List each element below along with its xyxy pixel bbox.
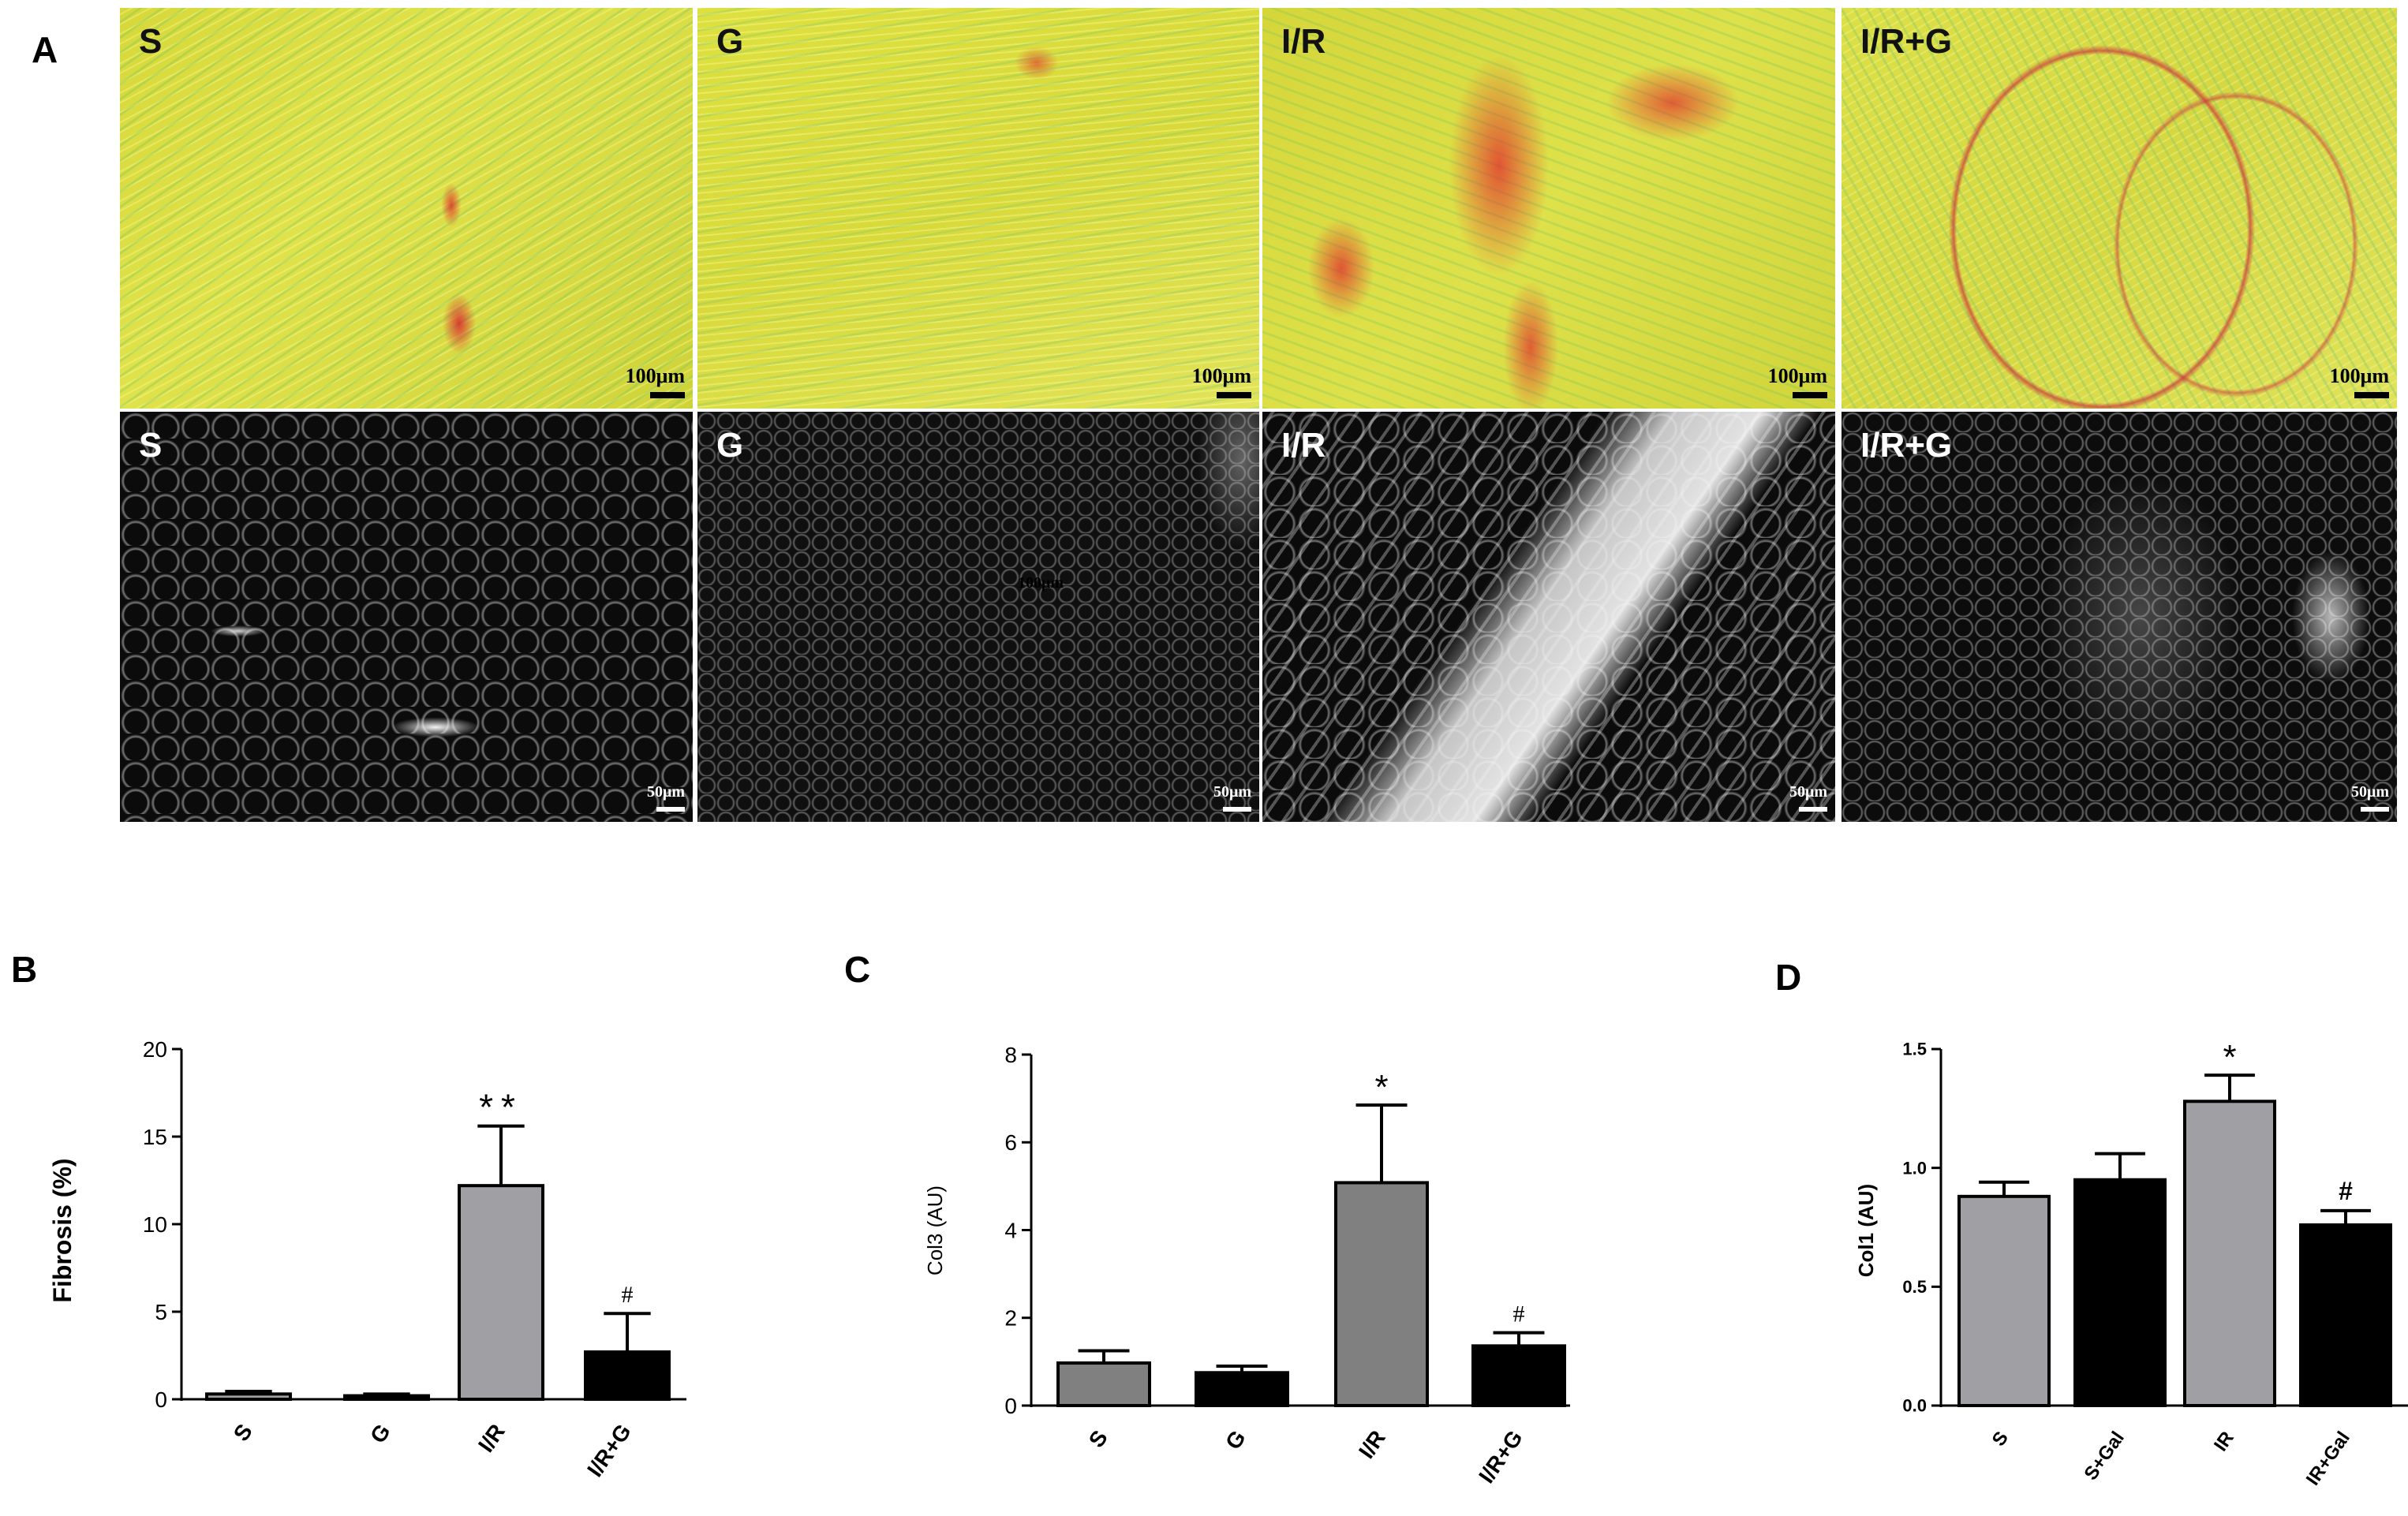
x-tick-label: I/R <box>1354 1426 1390 1463</box>
significance-marker: * <box>1374 1068 1388 1107</box>
scale-bar: 50μm <box>647 783 685 816</box>
micrograph-label: I/R <box>1281 426 1326 465</box>
y-tick-label: 10 <box>143 1212 167 1237</box>
micrograph-bottom-ir: I/R 50μm <box>1262 412 1835 822</box>
x-tick-label: S+Gal <box>2080 1428 2129 1484</box>
y-tick-label: 0.0 <box>1902 1396 1927 1416</box>
scale-bar-text: 50μm <box>647 783 685 801</box>
x-tick-label: IR <box>2210 1428 2238 1455</box>
bar <box>2183 1100 2276 1407</box>
x-tick-label: S <box>1988 1428 2013 1451</box>
scale-bar-text: 100μm <box>1191 364 1251 387</box>
scale-bar-text: 50μm <box>2351 783 2389 801</box>
significance-marker: # <box>2339 1177 2353 1205</box>
scale-bar-line <box>2361 807 2389 812</box>
bar <box>343 1394 430 1402</box>
bar <box>1334 1181 1429 1408</box>
scale-bar-text: 100μm <box>625 364 685 387</box>
micrograph-label: S <box>139 426 163 465</box>
y-tick-label: 15 <box>143 1125 167 1149</box>
significance-marker: ** <box>479 1087 523 1128</box>
x-tick-label: I/R+G <box>582 1420 636 1481</box>
micrograph-label: S <box>139 22 163 61</box>
panel-letter-c: C <box>844 949 871 990</box>
y-tick-label: 0.5 <box>1902 1277 1927 1297</box>
x-tick-label: S <box>229 1420 257 1446</box>
scale-bar-text: 100μm <box>2329 364 2389 387</box>
scale-bar: 100μm <box>1768 364 1827 402</box>
micrograph-top-s: S 100μm <box>120 8 693 409</box>
panel-letter-d: D <box>1775 957 1802 998</box>
significance-marker: # <box>1513 1301 1525 1327</box>
bar <box>1471 1344 1566 1407</box>
scale-bar-line <box>650 392 685 398</box>
y-tick-label: 2 <box>1004 1306 1017 1331</box>
micrograph-label: G <box>716 426 744 465</box>
scale-bar-line <box>1217 392 1251 398</box>
scale-bar-text: 50μm <box>1789 783 1827 801</box>
micrograph-top-g: G 100μm <box>697 8 1259 409</box>
bar <box>1957 1194 2051 1407</box>
significance-marker: # <box>622 1282 634 1308</box>
x-tick-label: IR+Gal <box>2302 1428 2354 1489</box>
micrograph-bottom-g: G 100μm 50μm <box>697 412 1259 822</box>
y-axis-label: Fibrosis (%) <box>48 1158 77 1302</box>
y-tick-label: 20 <box>143 1037 167 1062</box>
y-tick-label: 4 <box>1004 1218 1017 1242</box>
micrograph-label: I/R <box>1281 22 1326 61</box>
scale-bar-text: 50μm <box>1213 783 1251 801</box>
bar <box>458 1184 544 1402</box>
y-axis-label: Col1 (AU) <box>1854 1184 1878 1277</box>
x-tick-label: I/R <box>473 1420 510 1457</box>
y-tick-label: 6 <box>1004 1130 1017 1155</box>
y-tick-label: 8 <box>1004 1043 1017 1067</box>
bar <box>584 1350 671 1402</box>
y-axis-label: Col3 (AU) <box>923 1186 947 1275</box>
scale-bar-line <box>2354 392 2389 398</box>
micrograph-top-ir: I/R 100μm <box>1262 8 1835 409</box>
scale-bar-line <box>1223 807 1251 812</box>
y-tick-label: 0 <box>155 1387 167 1412</box>
scale-bar: 100μm <box>2330 364 2389 402</box>
micrograph-top-irg: I/R+G 100μm <box>1842 8 2397 409</box>
bar <box>1056 1361 1151 1407</box>
scale-bar: 50μm <box>2351 783 2389 816</box>
bar <box>2073 1178 2167 1407</box>
micrograph-bottom-s: S 50μm <box>120 412 693 822</box>
scale-bar-line <box>1793 392 1827 398</box>
scale-bar-line <box>1799 807 1827 812</box>
micrograph-label: I/R+G <box>1860 22 1953 61</box>
scale-bar-text: 100μm <box>1767 364 1827 387</box>
scale-bar: 100μm <box>1192 364 1251 402</box>
x-tick-label: G <box>365 1420 395 1448</box>
scale-bar: 50μm <box>1213 783 1251 816</box>
panel-letter-a: A <box>32 29 58 70</box>
bar <box>1195 1371 1289 1407</box>
y-tick-label: 1.5 <box>1902 1040 1927 1059</box>
significance-marker: * <box>2223 1038 2236 1077</box>
bar <box>2299 1223 2392 1408</box>
scale-bar-line <box>656 807 685 812</box>
panel-letter-b: B <box>11 949 38 990</box>
x-tick-label: I/R+G <box>1474 1426 1527 1488</box>
x-tick-label: S <box>1084 1426 1112 1452</box>
x-tick-label: G <box>1221 1426 1251 1454</box>
scale-bar: 100μm <box>626 364 685 402</box>
y-tick-label: 5 <box>155 1300 167 1324</box>
y-tick-label: 0 <box>1004 1394 1017 1418</box>
bar <box>205 1392 292 1401</box>
scale-bar: 50μm <box>1789 783 1827 816</box>
y-tick-label: 1.0 <box>1902 1158 1927 1178</box>
micrograph-label: I/R+G <box>1860 426 1953 465</box>
micrograph-label: G <box>716 22 744 61</box>
inset-scale-text: 100μm <box>1018 574 1064 592</box>
micrograph-bottom-irg: I/R+G 50μm <box>1842 412 2397 822</box>
